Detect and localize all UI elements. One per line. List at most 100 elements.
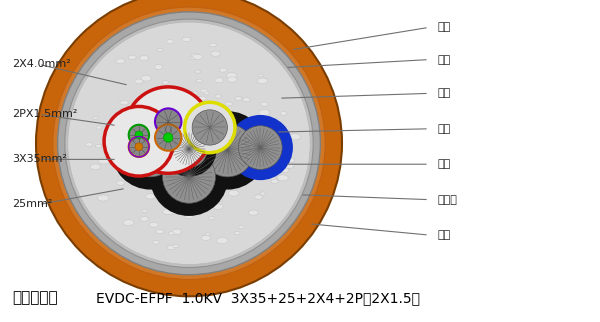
Circle shape: [96, 126, 102, 129]
Circle shape: [215, 95, 221, 98]
Circle shape: [197, 96, 206, 101]
Circle shape: [180, 125, 190, 130]
Text: 填充: 填充: [438, 159, 451, 169]
Circle shape: [151, 155, 157, 158]
Circle shape: [171, 135, 178, 139]
Circle shape: [202, 196, 209, 201]
Circle shape: [173, 147, 184, 153]
Circle shape: [163, 160, 173, 166]
Circle shape: [168, 140, 175, 144]
Circle shape: [198, 122, 205, 126]
Circle shape: [149, 222, 158, 227]
Circle shape: [280, 166, 286, 169]
Circle shape: [260, 137, 266, 141]
Ellipse shape: [190, 113, 265, 188]
Circle shape: [260, 192, 266, 195]
Ellipse shape: [163, 150, 215, 203]
Circle shape: [226, 73, 236, 78]
Circle shape: [192, 154, 199, 158]
Ellipse shape: [125, 87, 211, 173]
Circle shape: [163, 209, 173, 215]
Circle shape: [232, 139, 240, 143]
Circle shape: [173, 89, 184, 95]
Circle shape: [181, 151, 188, 155]
Circle shape: [156, 229, 164, 234]
Circle shape: [117, 147, 124, 151]
Circle shape: [134, 79, 143, 83]
Circle shape: [107, 142, 115, 146]
Circle shape: [189, 149, 194, 152]
Circle shape: [234, 232, 240, 235]
Circle shape: [189, 177, 197, 181]
Ellipse shape: [151, 139, 227, 214]
Circle shape: [201, 235, 211, 241]
Circle shape: [151, 103, 157, 107]
Ellipse shape: [135, 143, 143, 151]
Circle shape: [162, 81, 169, 84]
Circle shape: [166, 40, 174, 44]
Circle shape: [177, 91, 184, 95]
Text: 护套: 护套: [438, 230, 451, 240]
Circle shape: [90, 164, 100, 170]
Ellipse shape: [170, 130, 208, 167]
Circle shape: [242, 132, 251, 137]
Circle shape: [178, 135, 185, 138]
Circle shape: [190, 56, 196, 60]
Circle shape: [209, 43, 217, 47]
Circle shape: [217, 137, 224, 140]
Circle shape: [95, 144, 102, 148]
Circle shape: [258, 74, 263, 77]
Text: 2X4.0mm²: 2X4.0mm²: [12, 59, 71, 70]
Circle shape: [110, 140, 120, 146]
Circle shape: [169, 212, 175, 215]
Circle shape: [182, 152, 188, 156]
Circle shape: [227, 77, 237, 82]
Circle shape: [211, 51, 220, 56]
Circle shape: [280, 132, 286, 136]
Circle shape: [230, 163, 240, 169]
Circle shape: [191, 102, 200, 107]
Circle shape: [193, 147, 203, 152]
Circle shape: [146, 104, 154, 108]
Circle shape: [152, 162, 163, 169]
Circle shape: [203, 131, 214, 137]
Circle shape: [120, 100, 128, 105]
Ellipse shape: [128, 125, 149, 145]
Circle shape: [271, 178, 277, 181]
Text: 电缆型号：: 电缆型号：: [12, 290, 58, 305]
Circle shape: [162, 176, 170, 180]
Circle shape: [229, 190, 239, 196]
Ellipse shape: [58, 12, 320, 275]
Circle shape: [196, 152, 206, 157]
Circle shape: [213, 121, 221, 126]
Circle shape: [221, 132, 228, 136]
Circle shape: [163, 177, 172, 182]
Circle shape: [141, 115, 151, 120]
Circle shape: [166, 130, 174, 135]
Circle shape: [205, 233, 211, 236]
Circle shape: [180, 150, 187, 154]
Ellipse shape: [164, 133, 173, 142]
Circle shape: [191, 135, 196, 137]
Ellipse shape: [68, 22, 310, 264]
Circle shape: [193, 54, 202, 59]
Circle shape: [224, 118, 229, 121]
Circle shape: [154, 65, 163, 69]
Circle shape: [138, 130, 143, 133]
Circle shape: [97, 195, 109, 201]
Circle shape: [199, 140, 205, 143]
Circle shape: [186, 149, 196, 154]
Ellipse shape: [53, 7, 325, 279]
Circle shape: [189, 113, 197, 118]
Circle shape: [116, 181, 125, 185]
Circle shape: [175, 91, 187, 97]
Circle shape: [161, 94, 173, 100]
Ellipse shape: [124, 124, 177, 177]
Ellipse shape: [155, 109, 181, 135]
Circle shape: [157, 49, 163, 52]
Circle shape: [181, 118, 188, 123]
Text: 绝缘: 绝缘: [438, 54, 451, 65]
Circle shape: [170, 197, 179, 202]
Circle shape: [259, 109, 270, 116]
Circle shape: [176, 142, 187, 148]
